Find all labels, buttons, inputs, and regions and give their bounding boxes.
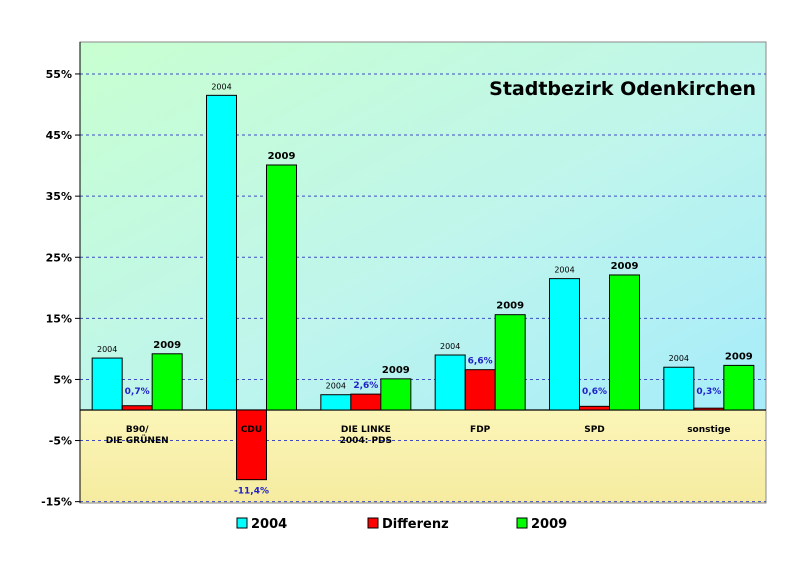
chart-title: Stadtbezirk Odenkirchen <box>489 78 756 100</box>
bar-label-2009: 2009 <box>611 261 639 272</box>
category-label: DIE GRÜNEN <box>106 435 169 446</box>
legend-label-differenz: Differenz <box>382 517 449 532</box>
bar-label-2009: 2009 <box>496 301 524 312</box>
bar-differenz <box>236 409 267 481</box>
bar-differenz <box>464 369 496 411</box>
bar-label-2009: 2009 <box>268 151 296 162</box>
bar-label-differenz: 0,6% <box>582 387 607 397</box>
bar-label-2004: 2004 <box>211 82 231 91</box>
bar-label-2004: 2004 <box>326 382 346 391</box>
y-tick-label: -15% <box>41 496 72 509</box>
y-tick-label: 5% <box>53 373 72 386</box>
category-label: DIE LINKE <box>341 425 391 435</box>
bar-2009 <box>723 364 755 411</box>
category-label: B90/ <box>126 425 149 435</box>
bar-labels: 2004 2009 0,7% 2004 2009 -11,4% 2004 2009 2,6% 20… <box>97 82 753 496</box>
bar-2009 <box>609 274 640 411</box>
bar-label-2004: 2004 <box>440 342 460 351</box>
bar-label-2009: 2009 <box>153 340 181 351</box>
bar-label-2009: 2009 <box>725 351 753 362</box>
bars <box>91 94 755 481</box>
y-tick-label: 25% <box>46 251 72 264</box>
legend-label-2009: 2009 <box>531 517 567 532</box>
bar-2004 <box>549 278 580 411</box>
bar-2009 <box>494 314 526 411</box>
bar-label-2009: 2009 <box>382 365 410 376</box>
bar-label-2004: 2004 <box>669 354 689 363</box>
axes: 55% 45% 35% 25% 15% 5% -5% -15% <box>41 42 766 509</box>
bar-2004 <box>91 357 123 411</box>
bar-2009 <box>266 164 297 411</box>
category-label: sonstige <box>687 425 730 435</box>
bar-2009 <box>380 378 412 411</box>
gridlines <box>80 73 766 503</box>
y-tick-label: 15% <box>46 312 72 325</box>
y-tick-label: 35% <box>46 190 72 203</box>
plot-background-negative <box>80 410 766 503</box>
y-tick-label: -5% <box>49 435 72 448</box>
y-tick-label: 55% <box>46 68 72 81</box>
bar-label-differenz: 0,7% <box>125 387 150 397</box>
bar-2004 <box>434 354 466 411</box>
bar-label-differenz: 0,3% <box>696 387 721 397</box>
bar-2004 <box>663 366 695 411</box>
bar-differenz <box>693 407 725 411</box>
y-tick-label: 45% <box>46 129 72 142</box>
bar-differenz <box>579 405 610 411</box>
legend-swatch-2009 <box>516 517 528 529</box>
bar-label-differenz: 6,6% <box>468 357 493 367</box>
bar-differenz <box>121 405 153 411</box>
bar-2009 <box>151 353 183 411</box>
bar-label-differenz: 2,6% <box>353 381 378 391</box>
bar-differenz <box>350 393 382 411</box>
legend-swatch-differenz <box>367 517 379 529</box>
category-label: CDU <box>241 425 262 435</box>
bar-label-differenz: -11,4% <box>234 487 269 497</box>
bar-label-2004: 2004 <box>97 345 117 354</box>
bar-label-2004: 2004 <box>554 266 574 275</box>
legend: 2004 Differenz 2009 <box>236 517 567 532</box>
plot-background-positive <box>80 42 766 410</box>
category-label: SPD <box>584 425 605 435</box>
bar-2004 <box>320 394 352 411</box>
category-label: 2004: PDS <box>340 436 392 446</box>
legend-label-2004: 2004 <box>251 517 287 532</box>
bar-2004 <box>206 94 237 411</box>
category-label: FDP <box>470 425 491 435</box>
legend-swatch-2004 <box>236 517 248 529</box>
